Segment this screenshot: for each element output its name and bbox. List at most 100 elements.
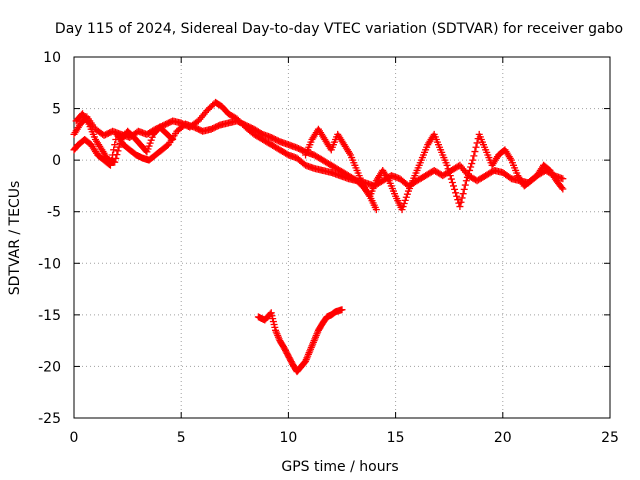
data-point-trail (113, 151, 121, 159)
data-point-trail (239, 120, 247, 128)
data-point-trail (471, 148, 479, 156)
data-point-trail (410, 174, 418, 182)
data-point-trail (282, 149, 290, 157)
x-tick-label: 5 (177, 430, 186, 446)
data-point-trail (168, 134, 176, 142)
data-point-trail (305, 349, 313, 357)
data-point-trail (391, 190, 399, 198)
data-point-trail (324, 160, 332, 168)
data-point-trail (447, 175, 455, 183)
axis-ticks (73, 56, 611, 419)
data-point-trail (333, 165, 341, 173)
data-point-trail (452, 189, 460, 197)
data-point-trail (358, 179, 366, 187)
data-point-trail (444, 165, 452, 173)
data-point-trail (256, 129, 264, 137)
data-point-trail (467, 163, 475, 171)
data-point-trail (299, 147, 307, 155)
series-track-a (70, 98, 567, 190)
data-points (70, 98, 567, 376)
data-point-trail (473, 139, 481, 147)
data-point-trail (458, 194, 466, 202)
data-point-trail (436, 143, 444, 151)
data-point-trail (299, 159, 307, 167)
data-point-trail (472, 143, 480, 151)
y-tick-labels: -25 -20 -15 -10 -5 0 5 10 (38, 50, 61, 427)
data-point-trail (307, 138, 315, 146)
data-point-trail (166, 118, 174, 126)
data-point-trail (466, 166, 474, 174)
data-point-trail (459, 190, 467, 198)
data-point-trail (461, 181, 469, 189)
x-tick-labels: 0 5 10 15 20 25 (70, 430, 619, 446)
data-point-trail (481, 143, 489, 151)
y-tick-label: -5 (47, 205, 61, 221)
data-point-trail (513, 169, 521, 177)
x-tick-label: 25 (601, 430, 619, 446)
plot-frame (73, 56, 611, 419)
data-point-trail (271, 323, 279, 331)
data-point-trail (84, 118, 92, 126)
data-point-trail (402, 193, 410, 201)
data-point-trail (400, 199, 408, 207)
x-tick-label: 10 (279, 430, 297, 446)
data-point-trail (115, 143, 123, 151)
data-point-trail (352, 164, 360, 172)
data-point-trail (287, 358, 295, 366)
series-track-b (70, 117, 380, 214)
x-axis-label: GPS time / hours (281, 459, 398, 475)
data-point-trail (463, 173, 471, 181)
data-point-trail (346, 149, 354, 157)
data-point-trail (350, 175, 358, 183)
data-point-trail (110, 146, 118, 154)
data-point-trail (403, 190, 411, 198)
data-point-trail (85, 139, 93, 147)
data-point (462, 177, 470, 185)
data-point-trail (423, 143, 431, 151)
data-point-trail (416, 159, 424, 167)
data-point-trail (337, 306, 345, 314)
data-point (469, 156, 477, 164)
data-point-trail (90, 133, 98, 141)
x-tick-label: 0 (70, 430, 79, 446)
data-point-trail (557, 174, 565, 182)
data-point-trail (209, 101, 217, 109)
data-point-trail (371, 179, 379, 187)
data-point-trail (479, 173, 487, 181)
data-point-trail (371, 203, 379, 211)
y-tick-label: 5 (52, 102, 61, 118)
data-point-trail (506, 154, 514, 162)
data-point-trail (457, 198, 465, 206)
x-tick-label: 15 (387, 430, 405, 446)
data-point-trail (309, 338, 317, 346)
y-tick-label: -25 (38, 411, 61, 427)
data-point-trail (451, 185, 459, 193)
y-tick-label: -20 (38, 359, 61, 375)
data-point-trail (283, 349, 291, 357)
data-point-trail (446, 172, 454, 180)
data-point-trail (273, 144, 281, 152)
data-point-trail (116, 139, 124, 147)
data-point-trail (401, 196, 409, 204)
data-point-trail (464, 170, 472, 178)
data-point-trail (557, 182, 565, 190)
data-point-trail (247, 124, 255, 132)
data-point-trail (558, 184, 566, 192)
data-point-trail (128, 131, 136, 139)
data-point-trail (97, 129, 105, 137)
data-point-trail (222, 107, 230, 115)
data-point-trail (399, 203, 407, 211)
y-tick-label: -10 (38, 256, 61, 272)
data-point-trail (213, 122, 221, 130)
data-point-trail (273, 136, 281, 144)
data-point (449, 182, 457, 190)
data-point-trail (384, 175, 392, 183)
data-point-trail (196, 126, 204, 134)
data-point-trail (470, 152, 478, 160)
x-tick-label: 20 (494, 430, 512, 446)
data-point-trail (279, 341, 287, 349)
data-point-trail (453, 192, 461, 200)
y-tick-label: 0 (52, 153, 61, 169)
data-point-trail (531, 173, 539, 181)
